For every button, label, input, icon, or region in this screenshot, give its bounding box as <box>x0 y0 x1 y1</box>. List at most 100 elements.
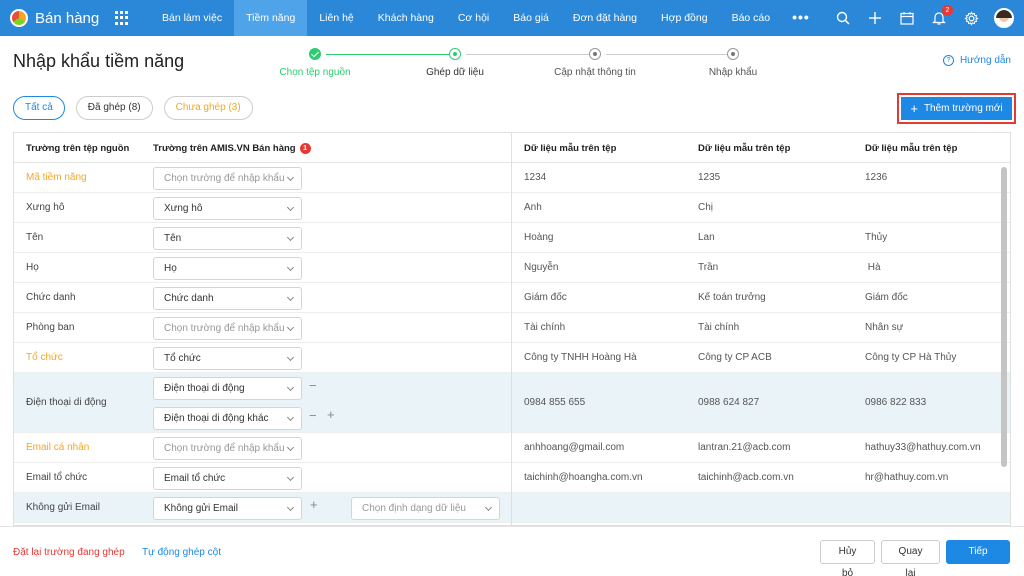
table-header: Trường trên tệp nguồn Trường trên AMIS.V… <box>14 133 1010 163</box>
nav-item[interactable]: Tiềm năng <box>234 0 308 36</box>
sample-data-cell: anhhoang@gmail.com <box>524 442 625 453</box>
nav-item[interactable]: Đơn đặt hàng <box>572 12 637 24</box>
filter-all-tab[interactable]: Tất cả <box>13 96 65 120</box>
nav-more-button[interactable]: ••• <box>792 9 810 25</box>
header-sample-1: Dữ liệu mẫu trên tệp <box>524 143 617 154</box>
target-field-select[interactable]: Tên <box>153 227 302 250</box>
help-question-icon: ? <box>942 55 954 66</box>
auto-map-link[interactable]: Tự động ghép cột <box>142 547 221 558</box>
nav-item[interactable]: Bán làm việc <box>162 12 223 24</box>
filter-mapped-tab[interactable]: Đã ghép (8) <box>75 96 153 120</box>
step-select-source: Chọn tệp nguồn <box>255 48 375 78</box>
app-grid-icon[interactable] <box>115 11 129 25</box>
select-value: Điện thoại di động <box>164 383 245 394</box>
header-source-field: Trường trên tệp nguồn <box>26 143 130 154</box>
app-logo-icon <box>10 9 28 27</box>
table-row: Email tổ chức Email tổ chức taichinh@hoang… <box>14 463 1010 493</box>
select-value: Xưng hô <box>164 203 203 214</box>
vertical-scrollbar[interactable] <box>1001 167 1007 523</box>
sample-data-cell: Công ty CP ACB <box>698 352 772 363</box>
target-field-select[interactable]: Xưng hô <box>153 197 302 220</box>
target-field-select[interactable]: Chọn trường để nhập khẩu <box>153 317 302 340</box>
select-value: Họ <box>164 263 177 274</box>
sample-data-cell: taichinh@hoangha.com.vn <box>524 472 643 483</box>
source-field-name: Xưng hô <box>26 202 65 213</box>
select-value: Điện thoại di động khác <box>164 413 269 424</box>
data-format-select[interactable]: Chọn định dạng dữ liệu <box>351 497 500 520</box>
nav-item[interactable]: Hợp đồng <box>660 12 708 24</box>
source-field-name: Phòng ban <box>26 322 75 333</box>
step-connector <box>606 54 732 55</box>
table-row: Tổ chức Tổ chức Công ty TNHH Hoàng Hà Công … <box>14 343 1010 373</box>
source-field-name: Chức danh <box>26 292 76 303</box>
add-mapping-icon[interactable]: + <box>310 497 318 512</box>
nav-item[interactable]: Báo cáo <box>731 12 771 24</box>
sample-data-cell: Hà <box>865 262 881 273</box>
remove-mapping-icon[interactable]: − <box>309 408 317 423</box>
nav-item[interactable]: Liên hệ <box>319 12 354 24</box>
add-mapping-icon[interactable]: + <box>327 407 335 422</box>
settings-gear-icon[interactable] <box>962 9 980 27</box>
sample-data-cell: taichinh@acb.com.vn <box>698 472 794 483</box>
cancel-button[interactable]: Hủy bỏ <box>820 540 875 576</box>
remove-mapping-icon[interactable]: − <box>309 378 317 393</box>
chevron-down-icon <box>286 473 295 482</box>
table-row: Chức danh Chức danh Giám đốc Kế toán trưởng… <box>14 283 1010 313</box>
target-field-select[interactable]: Chức danh <box>153 287 302 310</box>
target-field-select[interactable]: Chọn trường để nhập khẩu <box>153 167 302 190</box>
select-value: Email tổ chức <box>164 473 226 484</box>
chevron-down-icon <box>286 443 295 452</box>
sample-data-cell: Kế toán trưởng <box>698 292 766 303</box>
reset-mapping-link[interactable]: Đặt lại trường đang ghép <box>13 547 125 558</box>
plus-icon: + <box>910 100 918 116</box>
select-value: Không gửi Email <box>164 503 238 514</box>
table-row: Xưng hô Xưng hô Anh Chị <box>14 193 1010 223</box>
filter-unmapped-tab[interactable]: Chưa ghép (3) <box>163 96 253 120</box>
add-icon[interactable] <box>866 9 884 27</box>
select-value: Chọn định dạng dữ liệu <box>362 503 466 514</box>
sample-data-cell: 0986 822 833 <box>865 397 927 408</box>
step-map-data: Ghép dữ liệu <box>395 48 515 78</box>
user-avatar[interactable] <box>994 8 1014 28</box>
sample-data-cell: Anh <box>524 202 542 213</box>
sample-data-cell: Chị <box>698 202 714 213</box>
scrollbar-thumb[interactable] <box>1001 167 1007 467</box>
table-row: Không gửi Email Không gửi Email + Chọn định… <box>14 493 1010 523</box>
source-field-name: Tên <box>26 232 44 243</box>
chevron-down-icon <box>286 203 295 212</box>
nav-item[interactable]: Khách hàng <box>377 12 434 24</box>
select-value: Chọn trường để nhập khẩu <box>164 323 285 334</box>
notification-bell-icon[interactable]: 2 <box>930 5 953 27</box>
page-title: Nhập khẩu tiềm năng <box>13 51 185 71</box>
chevron-down-icon <box>286 353 295 362</box>
next-button[interactable]: Tiếp theo <box>946 540 1010 576</box>
target-field-select[interactable]: Họ <box>153 257 302 280</box>
search-icon[interactable] <box>834 9 852 27</box>
brand[interactable]: Bán hàng <box>0 0 150 36</box>
target-field-select[interactable]: Không gửi Email <box>153 497 302 520</box>
sample-data-cell: Trần <box>698 262 719 273</box>
help-link[interactable]: ? Hướng dẫn <box>942 55 1011 66</box>
target-field-select[interactable]: Điện thoại di động khác <box>153 407 302 430</box>
calendar-icon[interactable] <box>898 9 916 27</box>
nav-item[interactable]: Cơ hội <box>457 12 490 24</box>
sample-data-cell: Giám đốc <box>865 292 908 303</box>
chevron-down-icon <box>286 503 295 512</box>
nav-item[interactable]: Báo giá <box>513 12 549 24</box>
step-update-info: Cập nhật thông tin <box>535 48 655 78</box>
app-name: Bán hàng <box>35 9 100 27</box>
chevron-down-icon <box>286 383 295 392</box>
back-button[interactable]: Quay lại <box>881 540 940 576</box>
header-sample-2: Dữ liệu mẫu trên tệp <box>698 143 791 154</box>
target-field-select[interactable]: Điện thoại di động <box>153 377 302 400</box>
main-nav: Bán làm việc Tiềm năng Liên hệ Khách hàng Cơ… <box>150 0 782 36</box>
sample-data-cell: hr@hathuy.com.vn <box>865 472 949 483</box>
target-field-select[interactable]: Chọn trường để nhập khẩu <box>153 437 302 460</box>
target-field-select[interactable]: Email tổ chức <box>153 467 302 490</box>
sample-data-cell: Nguyễn <box>524 262 559 273</box>
table-row: Tên Tên Hoàng Lan Thủy <box>14 223 1010 253</box>
add-new-field-button[interactable]: + Thêm trường mới <box>901 97 1012 120</box>
target-field-select[interactable]: Tổ chức <box>153 347 302 370</box>
header-sample-3: Dữ liệu mẫu trên tệp <box>865 143 958 154</box>
sample-data-cell: 0984 855 655 <box>524 397 586 408</box>
